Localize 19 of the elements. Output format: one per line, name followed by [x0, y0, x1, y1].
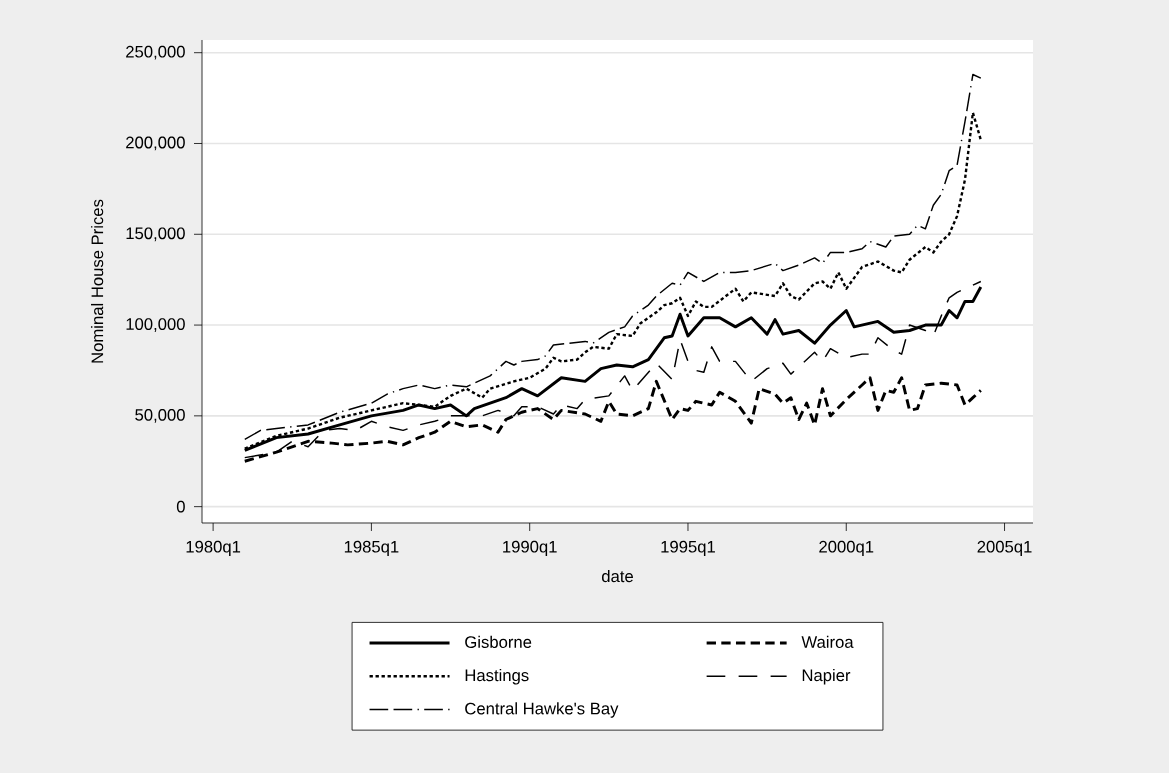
x-tick-label: 2000q1: [819, 540, 874, 556]
x-tick-label: 1980q1: [186, 540, 241, 556]
y-tick-label: 250,000: [126, 45, 185, 60]
y-tick-label: 50,000: [135, 408, 185, 423]
y-tick-label: 150,000: [126, 227, 185, 242]
legend-label: Napier: [802, 668, 851, 685]
y-axis-title: Nominal House Prices: [90, 199, 104, 363]
legend-label: Gisborne: [465, 635, 532, 648]
y-tick-label: 100,000: [126, 318, 185, 332]
x-tick-label: 2005q1: [977, 540, 1032, 556]
legend-label: Hastings: [465, 668, 529, 685]
x-tick-label: 1985q1: [344, 540, 399, 556]
x-tick-label: 1995q1: [661, 540, 715, 556]
y-tick-label: 0: [176, 500, 185, 513]
legend-label: Wairoa: [801, 635, 854, 648]
x-tick-label: 1990q1: [503, 540, 557, 556]
x-axis-title: date: [601, 569, 633, 583]
legend-label: Central Hawke's Bay: [465, 702, 619, 718]
y-tick-label: 200,000: [126, 136, 185, 151]
